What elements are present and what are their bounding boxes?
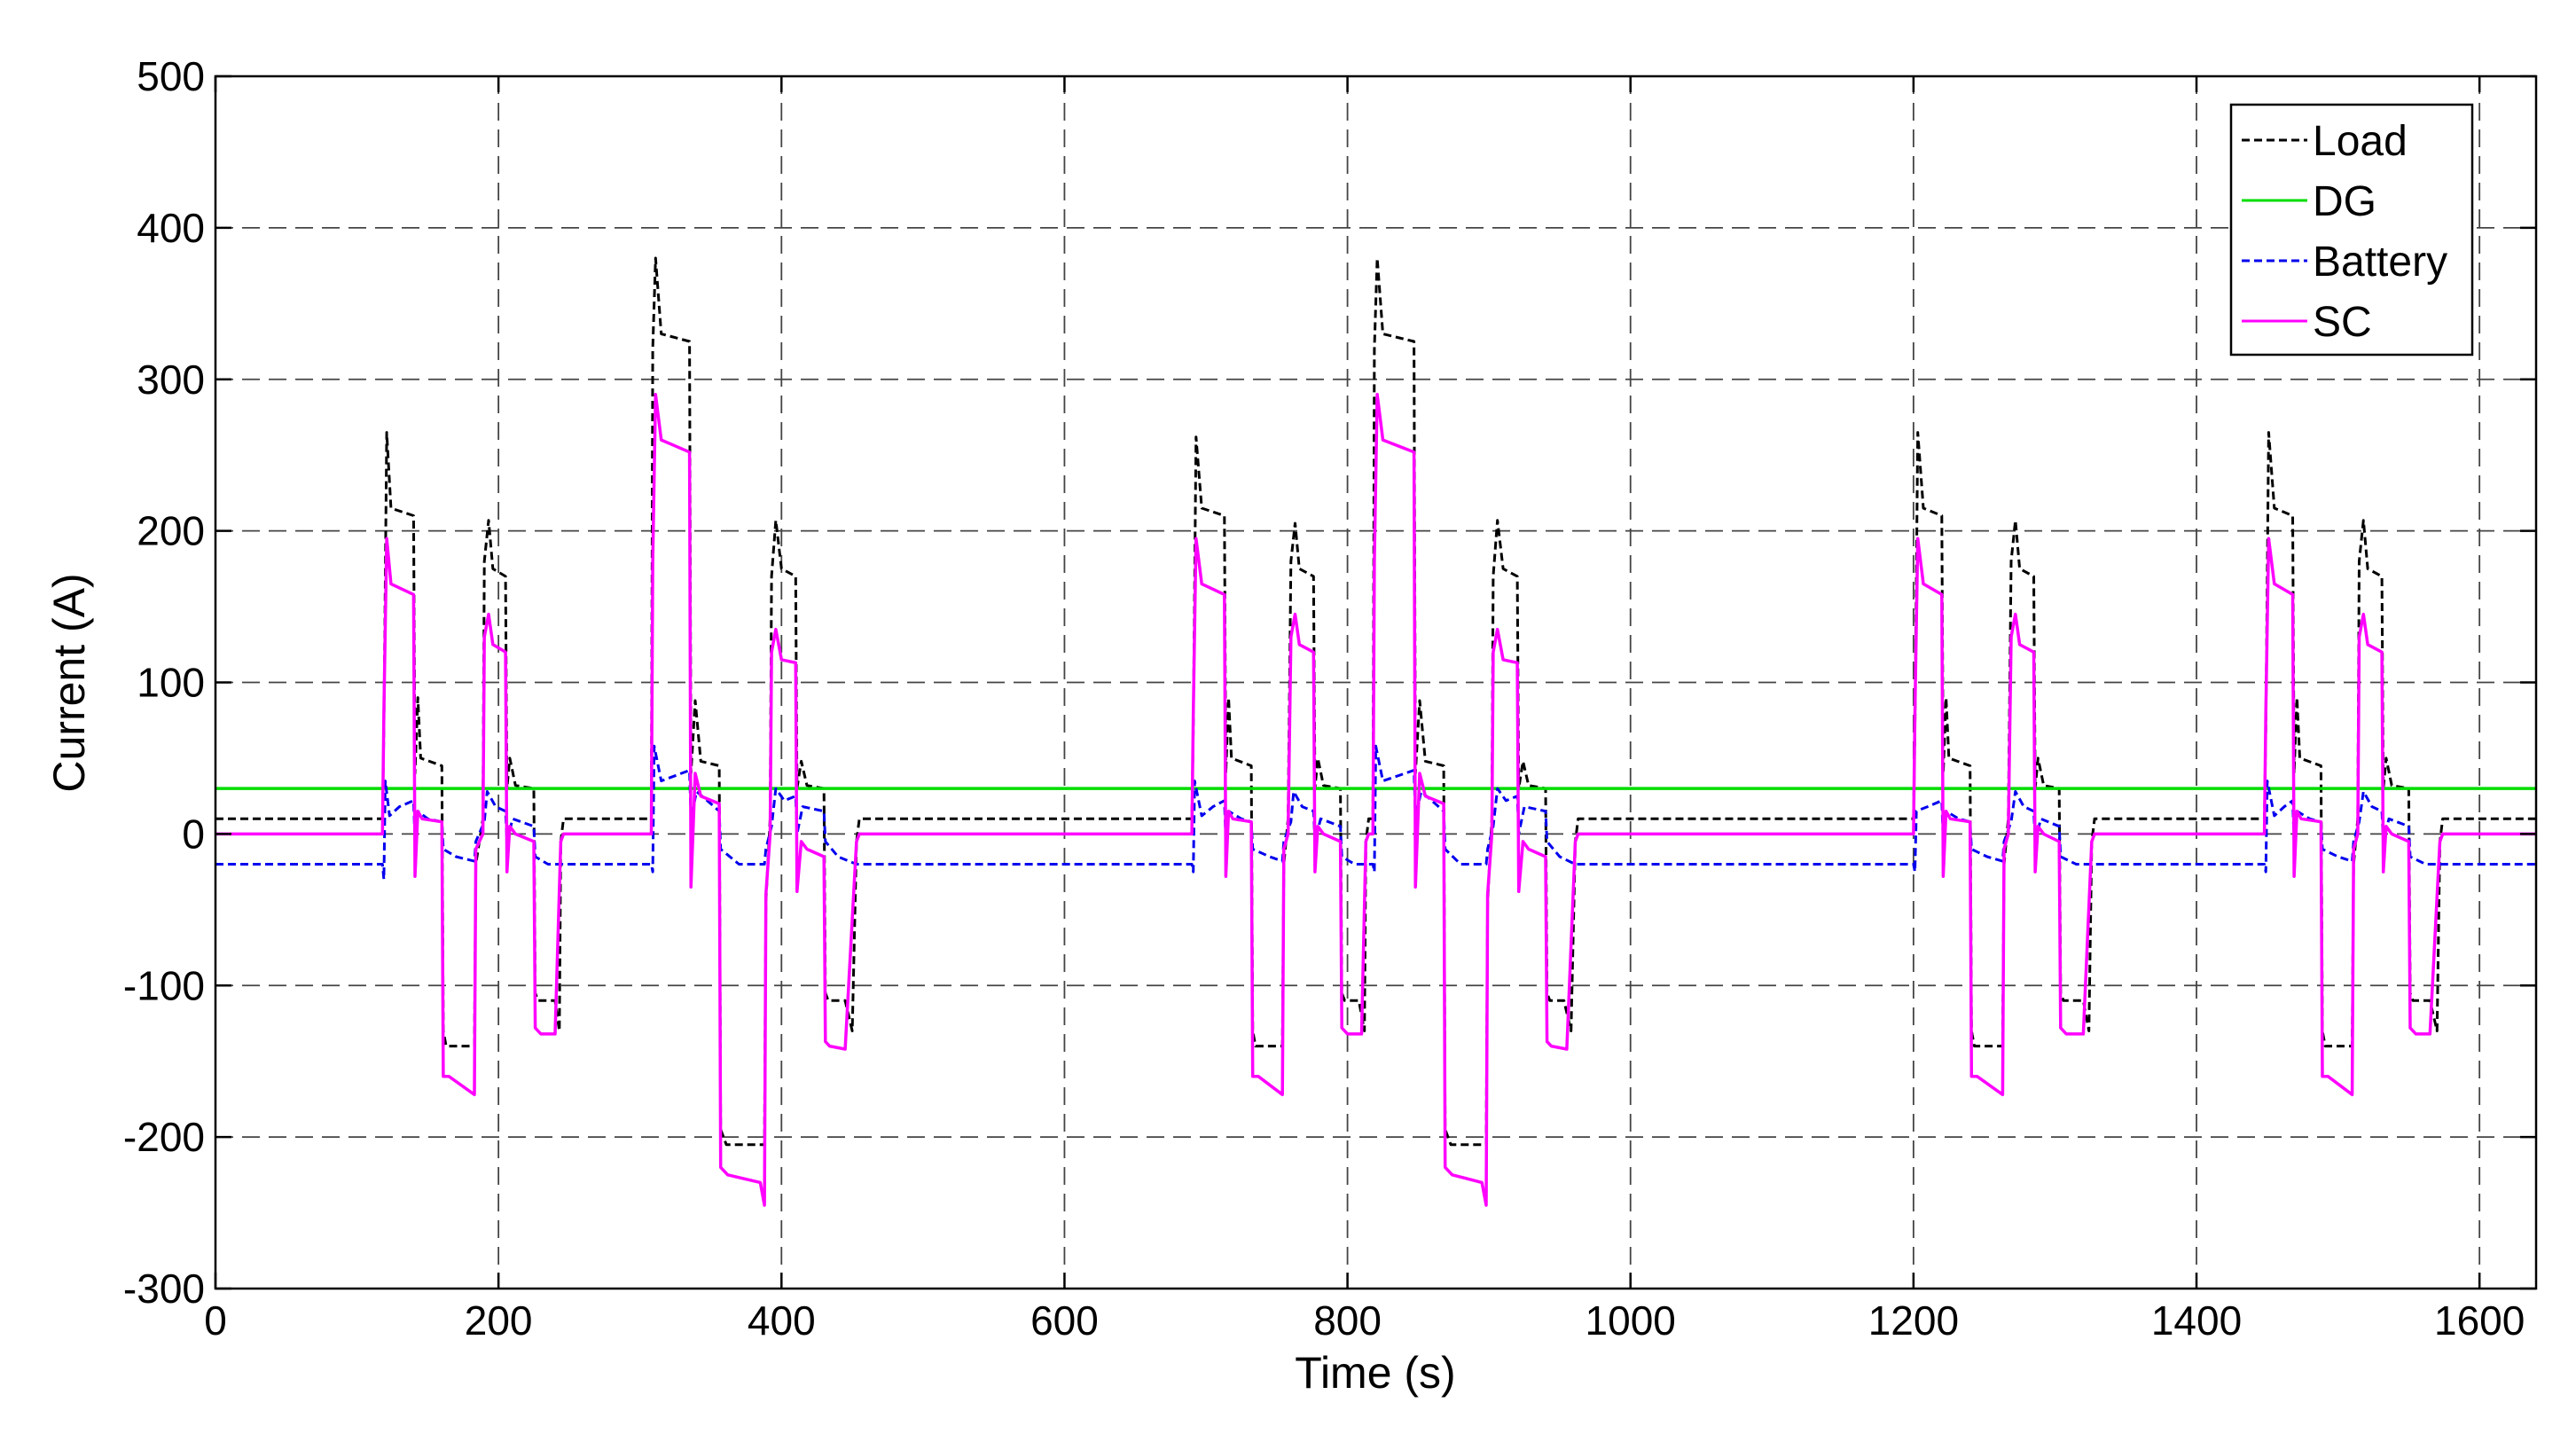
y-tick-label: -200 (123, 1114, 205, 1160)
x-tick-label: 1200 (1868, 1297, 1959, 1344)
y-tick-label: -300 (123, 1266, 205, 1312)
legend-label-load: Load (2313, 118, 2408, 165)
y-axis-label: Current (A) (44, 573, 94, 792)
legend-box (2229, 103, 2474, 357)
x-tick-label: 800 (1313, 1297, 1382, 1344)
legend-label-sc: SC (2313, 299, 2372, 346)
series-layer (215, 256, 2536, 1207)
y-tick-label: 500 (137, 53, 205, 99)
series-line-sc (215, 393, 2536, 1207)
y-tick-label: -100 (123, 962, 205, 1008)
x-tick-label: 400 (748, 1297, 816, 1344)
x-tick-label: 1400 (2151, 1297, 2242, 1344)
y-tick-label: 400 (137, 205, 205, 251)
x-tick-label: 0 (204, 1297, 227, 1344)
x-tick-label: 1000 (1586, 1297, 1676, 1344)
x-tick-label: 1600 (2434, 1297, 2525, 1344)
series-line-battery (215, 744, 2536, 882)
x-axis-label: Time (s) (1295, 1348, 1455, 1398)
x-tick-label: 200 (465, 1297, 533, 1344)
y-tick-label: 100 (137, 660, 205, 706)
series-line-load (215, 256, 2536, 1147)
y-tick-label: 0 (182, 811, 205, 857)
x-tick-label: 600 (1030, 1297, 1099, 1344)
legend-label-dg: DG (2313, 178, 2376, 225)
grid (215, 76, 2536, 1289)
y-tick-label: 200 (137, 508, 205, 554)
legend-label-battery: Battery (2313, 239, 2447, 286)
legend: Load DG Battery SC (2229, 103, 2474, 357)
ticks: 0 200 400 600 800 1000 1200 1400 1600-300-200-10… (123, 53, 2536, 1344)
y-tick-label: 300 (137, 357, 205, 403)
